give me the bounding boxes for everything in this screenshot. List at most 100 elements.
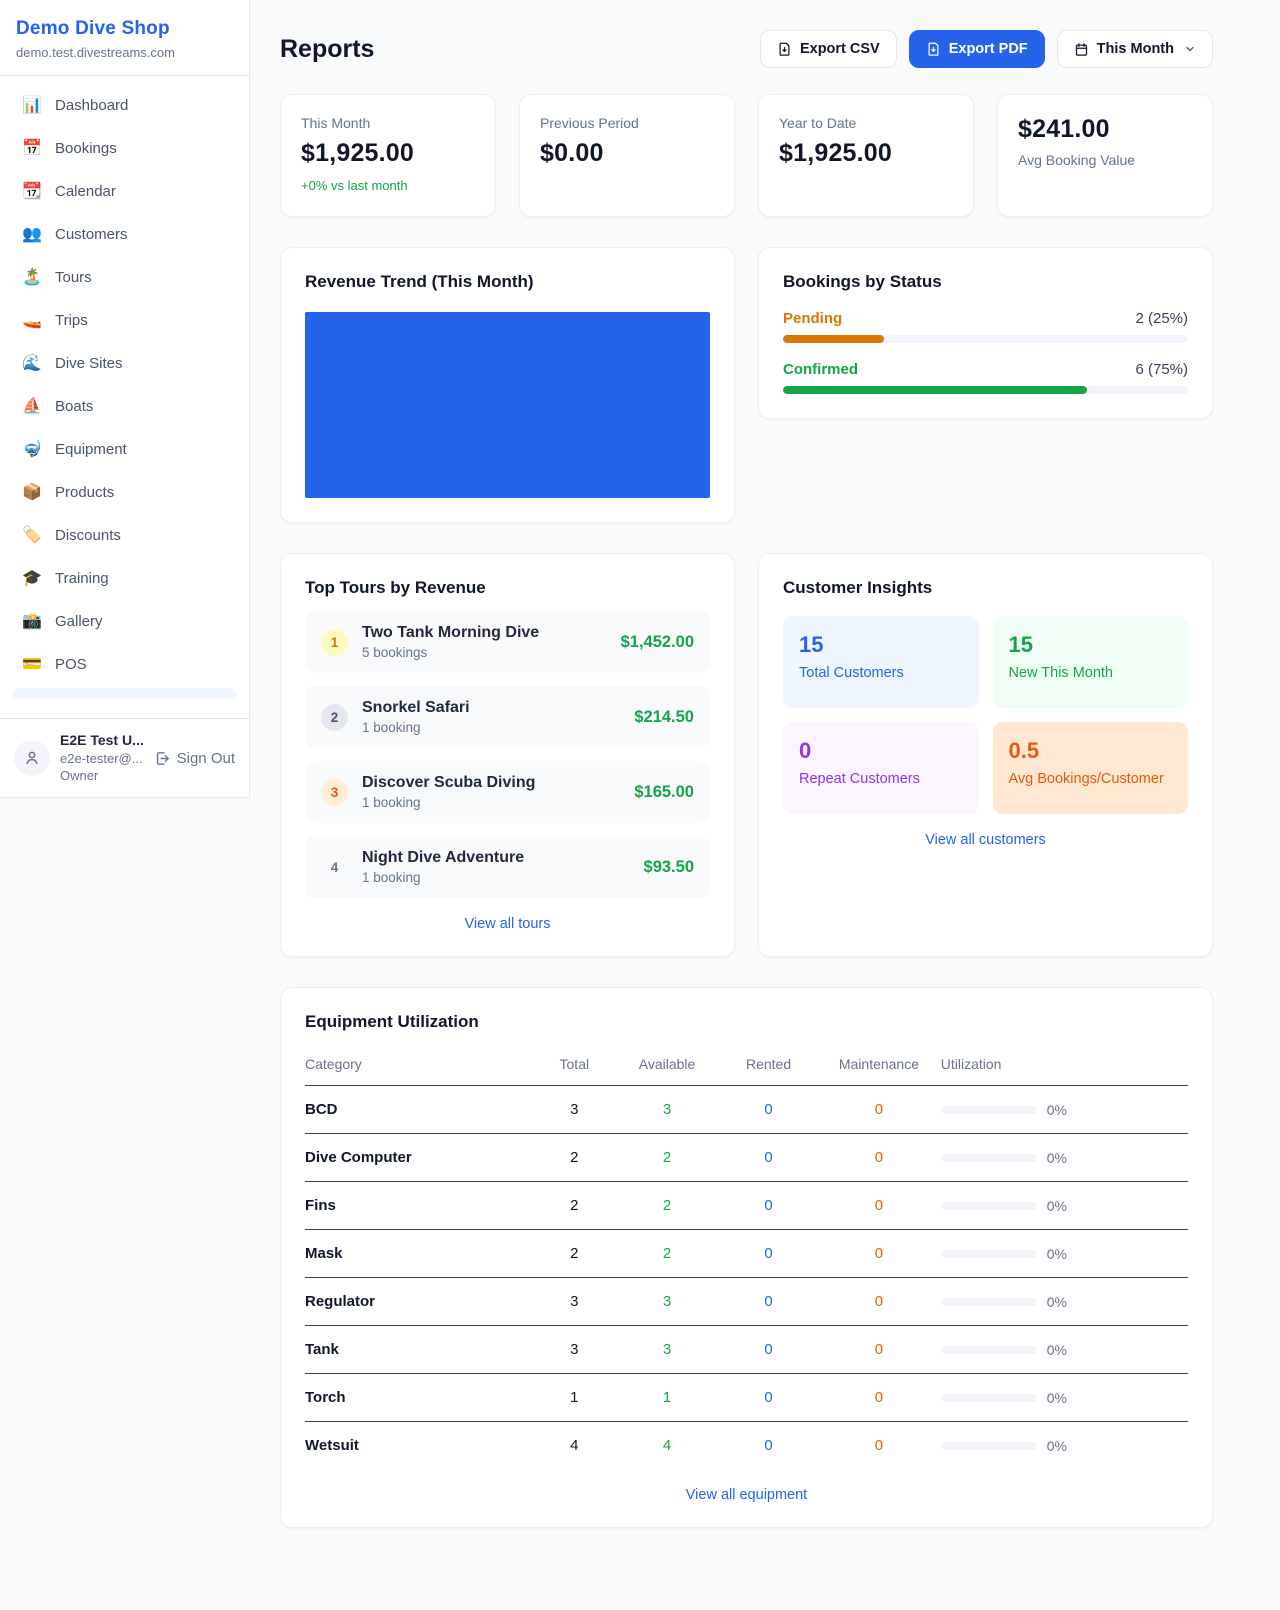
cell-rented: 0 bbox=[764, 1245, 773, 1262]
cell-total: 2 bbox=[570, 1149, 579, 1166]
sign-out-button[interactable]: Sign Out bbox=[154, 750, 235, 767]
cell-utilization: 0% bbox=[940, 1374, 1188, 1422]
tile-label: Total Customers bbox=[799, 665, 904, 681]
tour-bookings: 1 booking bbox=[362, 795, 421, 810]
tile-new-this-month: 15 New This Month bbox=[992, 616, 1188, 708]
tour-name: Two Tank Morning Dive bbox=[362, 624, 540, 641]
tour-bookings: 5 bookings bbox=[362, 645, 428, 660]
table-row: Mask 2 2 0 0 0% bbox=[305, 1230, 1188, 1278]
export-csv-button[interactable]: Export CSV bbox=[759, 30, 897, 68]
status-count: 2 (25%) bbox=[1135, 310, 1188, 327]
tile-total-customers: 15 Total Customers bbox=[783, 616, 979, 708]
sidebar-item-tours[interactable]: 🏝️ Tours bbox=[12, 258, 237, 296]
tour-row: 2 Snorkel Safari 1 booking $214.50 bbox=[305, 686, 710, 748]
cell-available: 2 bbox=[662, 1197, 672, 1214]
column-header-available: Available bbox=[638, 1056, 696, 1072]
calendar-icon: 📆 bbox=[22, 183, 42, 200]
tour-revenue: $165.00 bbox=[634, 782, 694, 801]
utilization-percent: 0% bbox=[1046, 1245, 1067, 1262]
stat-label: Year to Date bbox=[779, 115, 857, 131]
cell-maintenance: 0 bbox=[874, 1149, 884, 1166]
rank-badge: 2 bbox=[321, 703, 348, 731]
tile-repeat-customers: 0 Repeat Customers bbox=[783, 722, 979, 814]
revenue-trend-panel: Revenue Trend (This Month) bbox=[280, 247, 735, 523]
file-download-icon bbox=[928, 42, 939, 56]
stat-card-year-to-date: Year to Date $1,925.00 bbox=[758, 94, 974, 217]
sidebar-item-pos[interactable]: 💳 POS bbox=[12, 645, 237, 683]
person-icon bbox=[26, 751, 38, 764]
cell-rented: 0 bbox=[764, 1149, 773, 1166]
sidebar-item-equipment[interactable]: 🤿 Equipment bbox=[12, 430, 237, 468]
utilization-percent: 0% bbox=[1046, 1389, 1067, 1406]
cell-maintenance: 0 bbox=[874, 1389, 884, 1406]
brand-block: Demo Dive Shop demo.test.divestreams.com bbox=[0, 0, 249, 76]
sidebar-item-discounts[interactable]: 🏷️ Discounts bbox=[12, 516, 237, 554]
sidebar-item-calendar[interactable]: 📆 Calendar bbox=[12, 172, 237, 210]
sidebar-item-label: Tours bbox=[55, 268, 92, 286]
tours-icon: 🏝️ bbox=[22, 269, 42, 286]
view-all-equipment-link[interactable]: View all equipment bbox=[685, 1487, 808, 1503]
cell-category: Tank bbox=[305, 1341, 339, 1358]
tour-revenue: $214.50 bbox=[634, 707, 694, 726]
export-pdf-button[interactable]: Export PDF bbox=[908, 30, 1045, 68]
table-row: Wetsuit 4 4 0 0 0% bbox=[305, 1422, 1188, 1470]
cell-available: 3 bbox=[662, 1293, 672, 1310]
gallery-icon: 📸 bbox=[22, 613, 42, 630]
sidebar-item-dive-sites[interactable]: 🌊 Dive Sites bbox=[12, 344, 237, 382]
tile-value: 15 bbox=[799, 632, 824, 657]
period-select[interactable]: This Month bbox=[1056, 30, 1213, 68]
sidebar-item-trips[interactable]: 🚤 Trips bbox=[12, 301, 237, 339]
status-bar-fill bbox=[783, 335, 885, 343]
tour-revenue: $93.50 bbox=[643, 857, 694, 876]
sidebar-item-reports-partial[interactable] bbox=[12, 688, 237, 699]
user-email: e2e-tester@... bbox=[60, 750, 143, 766]
cell-total: 1 bbox=[570, 1389, 579, 1406]
tour-name: Discover Scuba Diving bbox=[362, 774, 536, 791]
view-all-tours-link[interactable]: View all tours bbox=[464, 916, 551, 932]
revenue-trend-chart bbox=[305, 312, 710, 498]
tile-label: Avg Bookings/Customer bbox=[1008, 771, 1164, 787]
status-count: 6 (75%) bbox=[1135, 361, 1188, 378]
sidebar-item-customers[interactable]: 👥 Customers bbox=[12, 215, 237, 253]
column-header-rented: Rented bbox=[745, 1056, 792, 1072]
tour-row: 1 Two Tank Morning Dive 5 bookings $1,45… bbox=[305, 611, 710, 673]
sidebar-item-training[interactable]: 🎓 Training bbox=[12, 559, 237, 597]
sidebar-item-gallery[interactable]: 📸 Gallery bbox=[12, 602, 237, 640]
cell-total: 2 bbox=[570, 1197, 579, 1214]
cell-category: Wetsuit bbox=[305, 1437, 359, 1454]
column-header-category: Category bbox=[305, 1056, 362, 1072]
sidebar-item-label: Bookings bbox=[55, 139, 117, 157]
view-all-customers-link[interactable]: View all customers bbox=[925, 832, 1046, 848]
utilization-bar-track bbox=[940, 1393, 1037, 1402]
stat-card-avg-booking-value: $241.00 Avg Booking Value bbox=[997, 94, 1213, 217]
stat-delta: +0% vs last month bbox=[301, 178, 408, 193]
brand-title[interactable]: Demo Dive Shop bbox=[16, 18, 170, 39]
status-row-pending: Pending 2 (25%) bbox=[783, 310, 1188, 343]
cell-category: Mask bbox=[305, 1245, 343, 1262]
charts-row: Revenue Trend (This Month) Bookings by S… bbox=[280, 247, 1213, 523]
sidebar-item-boats[interactable]: ⛵ Boats bbox=[12, 387, 237, 425]
products-icon: 📦 bbox=[22, 484, 42, 501]
tile-value: 0.5 bbox=[1008, 738, 1040, 763]
tour-bookings: 1 booking bbox=[362, 720, 421, 735]
customer-insights-title: Customer Insights bbox=[783, 578, 933, 597]
user-role: Owner bbox=[60, 768, 99, 784]
insights-row: Top Tours by Revenue 1 Two Tank Morning … bbox=[280, 553, 1213, 957]
training-icon: 🎓 bbox=[22, 570, 42, 587]
cell-rented: 0 bbox=[764, 1437, 773, 1454]
chevron-down-icon bbox=[1186, 46, 1194, 52]
sidebar-item-products[interactable]: 📦 Products bbox=[12, 473, 237, 511]
cell-total: 4 bbox=[570, 1437, 579, 1454]
avatar bbox=[14, 740, 50, 776]
table-row: Regulator 3 3 0 0 0% bbox=[305, 1278, 1188, 1326]
sidebar-menu: 📊 Dashboard 📅 Bookings 📆 Calendar 👥 Cust… bbox=[0, 76, 249, 718]
sidebar-item-bookings[interactable]: 📅 Bookings bbox=[12, 129, 237, 167]
sidebar-item-dashboard[interactable]: 📊 Dashboard bbox=[12, 86, 237, 124]
stat-card-this-month: This Month $1,925.00 +0% vs last month bbox=[280, 94, 496, 217]
cell-rented: 0 bbox=[764, 1341, 773, 1358]
sidebar-item-label: Dive Sites bbox=[55, 354, 123, 372]
cell-utilization: 0% bbox=[940, 1422, 1188, 1470]
sidebar-item-label: Gallery bbox=[55, 612, 103, 630]
revenue-trend-title: Revenue Trend (This Month) bbox=[305, 272, 534, 291]
sidebar: Demo Dive Shop demo.test.divestreams.com… bbox=[0, 0, 250, 798]
